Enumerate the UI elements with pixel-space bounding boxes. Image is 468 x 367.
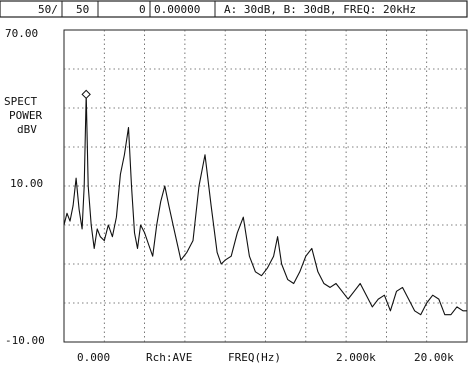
- y-axis-label-line1: SPECT: [4, 95, 37, 108]
- spectrum-line-0: [64, 94, 467, 314]
- y-tick-top: 70.00: [5, 27, 38, 40]
- spectrum-series: [64, 90, 467, 314]
- y-tick-mid: 10.00: [10, 177, 43, 190]
- y-axis-label-line3: dBV: [17, 123, 37, 136]
- header-avg-count: 50/: [38, 3, 58, 16]
- header-settings: A: 30dB, B: 30dB, FREQ: 20kHz: [224, 3, 416, 16]
- y-axis-label-line2: POWER: [9, 109, 42, 122]
- header-marker-value: 0.00000: [154, 3, 200, 16]
- header-marker-index: 0: [139, 3, 146, 16]
- header-bar: 50/ 50 0 0.00000 A: 30dB, B: 30dB, FREQ:…: [0, 1, 467, 17]
- peak-marker: [82, 90, 90, 98]
- x-label-20k: 20.00k: [414, 351, 454, 364]
- y-tick-bottom: -10.00: [5, 334, 45, 347]
- x-label-channel: Rch:AVE: [146, 351, 192, 364]
- x-label-axis-title: FREQ(Hz): [228, 351, 281, 364]
- x-label-2k: 2.000k: [336, 351, 376, 364]
- x-label-start: 0.000: [77, 351, 110, 364]
- header-avg-total: 50: [76, 3, 89, 16]
